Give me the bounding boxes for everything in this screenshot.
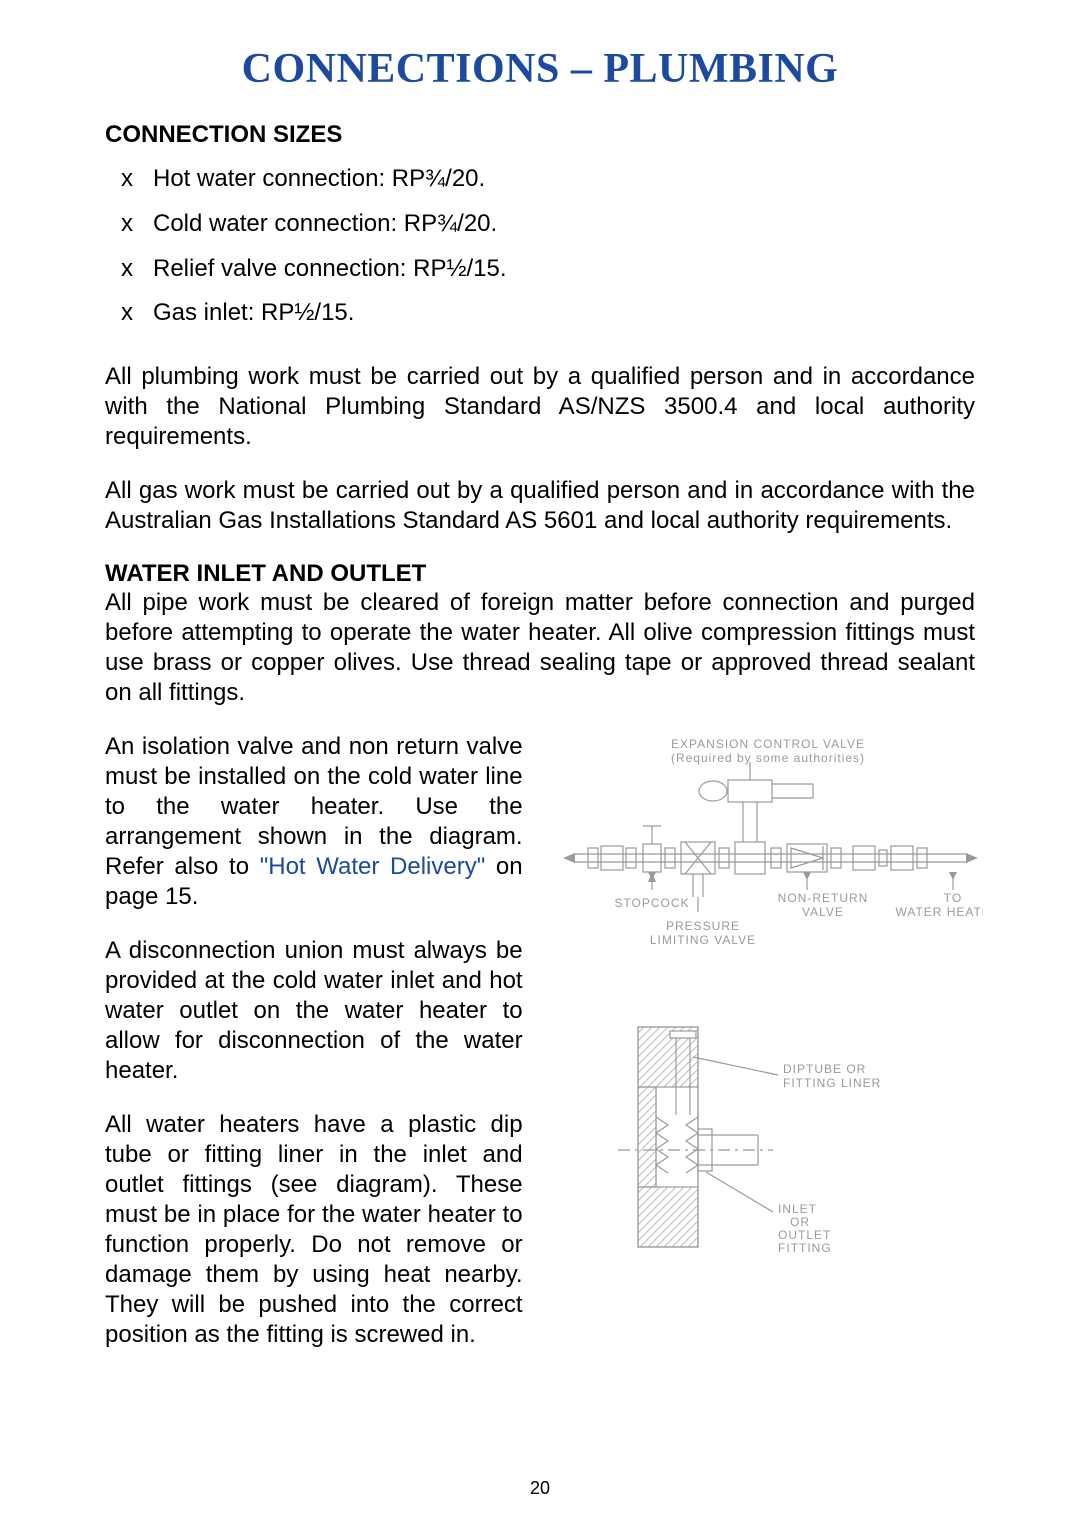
paragraph-disconnection-union: A disconnection union must always be pro… <box>105 936 523 1086</box>
list-item: Gas inlet: RP½/15. <box>121 293 975 334</box>
label-nonreturn-2: VALVE <box>802 905 844 919</box>
diagram-plumbing-schematic: EXPANSION CONTROL VALVE (Required by som… <box>553 732 983 967</box>
paragraph-plumbing: All plumbing work must be carried out by… <box>105 362 975 452</box>
list-item: Hot water connection: RP¾/20. <box>121 159 975 200</box>
label-inlet-3: OUTLET <box>778 1228 831 1242</box>
paragraph-diptube: All water heaters have a plastic dip tub… <box>105 1110 523 1350</box>
list-item: Cold water connection: RP¾/20. <box>121 204 975 245</box>
heading-water-inlet-outlet: WATER INLET AND OUTLET <box>105 560 975 588</box>
label-nonreturn-1: NON-RETURN <box>777 891 868 905</box>
label-inlet-2: OR <box>790 1215 810 1229</box>
diagram-diptube-section: DIPTUBE OR FITTING LINER INLET OR OUTLET… <box>598 1017 938 1277</box>
connection-sizes-list: Hot water connection: RP¾/20. Cold water… <box>105 159 975 334</box>
label-inlet-4: FITTING <box>778 1241 832 1255</box>
label-ecv-1: EXPANSION CONTROL VALVE <box>671 737 865 751</box>
list-item: Relief valve connection: RP½/15. <box>121 249 975 290</box>
label-ecv-2: (Required by some authorities) <box>671 751 865 765</box>
link-hot-water-delivery[interactable]: "Hot Water Delivery" <box>260 853 486 880</box>
page-number: 20 <box>0 1478 1080 1499</box>
page-title: CONNECTIONS – PLUMBING <box>105 45 975 93</box>
label-stopcock: STOPCOCK <box>614 896 689 910</box>
label-diptube-1: DIPTUBE OR <box>783 1062 866 1076</box>
label-to-2: WATER HEATER <box>895 905 983 919</box>
heading-connection-sizes: CONNECTION SIZES <box>105 121 975 149</box>
paragraph-pipework: All pipe work must be cleared of foreign… <box>105 588 975 708</box>
label-plv-1: PRESSURE <box>666 919 740 933</box>
label-diptube-2: FITTING LINER <box>783 1076 881 1090</box>
label-plv-2: LIMITING VALVE <box>649 933 755 947</box>
label-inlet-1: INLET <box>778 1202 817 1216</box>
paragraph-isolation-valve: An isolation valve and non return valve … <box>105 732 523 912</box>
paragraph-gas: All gas work must be carried out by a qu… <box>105 476 975 536</box>
label-to-1: TO <box>943 891 961 905</box>
